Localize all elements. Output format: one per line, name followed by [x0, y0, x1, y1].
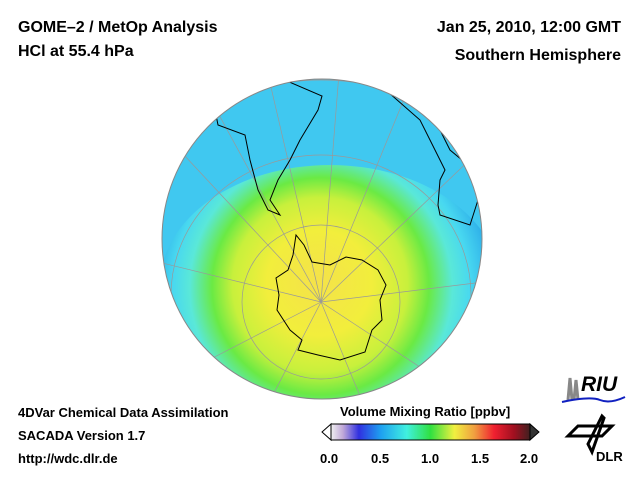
africa-coastline — [379, 84, 479, 226]
region-label: Southern Hemisphere — [454, 47, 621, 64]
riu-logo-text: RIU — [581, 373, 618, 396]
footer-version: SACADA Version 1.7 — [18, 428, 146, 443]
colorbar-tick: 1.5 — [471, 451, 490, 466]
dlr-logo — [564, 413, 616, 456]
colorbar-max-arrow — [529, 422, 540, 442]
subtitle: HCl at 55.4 hPa — [18, 43, 134, 60]
colorbar — [330, 423, 531, 441]
datetime: Jan 25, 2010, 12:00 GMT — [436, 19, 621, 36]
colorbar-tick: 1.0 — [421, 451, 440, 466]
footer-url[interactable]: http://wdc.dlr.de — [18, 451, 118, 466]
antarctica-coastline — [275, 233, 387, 361]
colorbar-tick: 2.0 — [520, 451, 539, 466]
colorbar-title: Volume Mixing Ratio [ppbv] — [340, 404, 511, 419]
graticule — [162, 79, 482, 399]
title: GOME–2 / MetOp Analysis — [18, 19, 218, 36]
south-america-coastline — [214, 79, 323, 217]
dlr-logo-text: DLR — [596, 449, 623, 464]
colorbar-min-arrow — [321, 422, 332, 442]
hcl-field — [162, 165, 482, 399]
colorbar-tick: 0.5 — [371, 451, 390, 466]
footer-method: 4DVar Chemical Data Assimilation — [18, 405, 229, 420]
colorbar-tick: 0.0 — [320, 451, 339, 466]
riu-logo — [561, 377, 626, 403]
